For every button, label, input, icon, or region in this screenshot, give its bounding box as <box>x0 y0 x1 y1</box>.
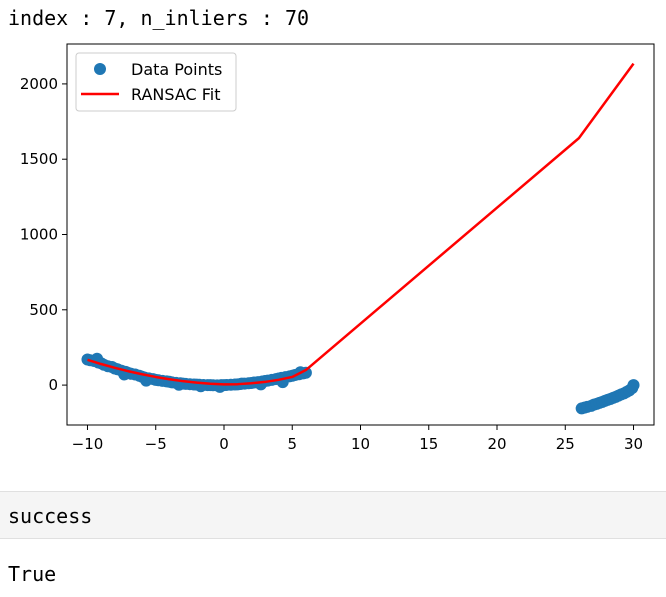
x-tick-label: 25 <box>556 435 575 453</box>
data-point <box>213 380 226 393</box>
y-tick-label: 1500 <box>20 150 58 168</box>
ransac-fit-line <box>87 62 635 386</box>
axes-layer: −10 −5 0 5 10 15 20 25 30 0 500 1000 1500 2000 <box>20 43 655 453</box>
x-tick-label: 30 <box>624 435 643 453</box>
x-tick-label: 10 <box>351 435 370 453</box>
data-point <box>254 378 267 391</box>
stdout-line: index : 7, n_inliers : 70 <box>8 6 310 30</box>
x-tick-label: 5 <box>287 435 297 453</box>
y-tick-label: 500 <box>29 301 58 319</box>
legend-box <box>75 52 237 112</box>
x-tick-label: −5 <box>145 435 167 453</box>
x-tick-label: 0 <box>219 435 229 453</box>
x-tick-label: −10 <box>72 435 104 453</box>
data-point <box>627 379 640 392</box>
chart-canvas: −10 −5 0 5 10 15 20 25 30 0 500 1000 1500 2000 Data P… <box>20 43 655 453</box>
legend-label-data-points: Data Points <box>131 60 222 79</box>
y-tick-label: 1000 <box>20 226 58 244</box>
plot-layer <box>81 62 640 415</box>
data-point <box>140 374 153 387</box>
legend: Data Points RANSAC Fit <box>75 52 237 112</box>
scatter-plot: −10 −5 0 5 10 15 20 25 30 0 500 1000 1500 2000 Data P… <box>0 34 666 464</box>
legend-marker-data-points <box>94 63 106 75</box>
section-label: success <box>8 504 93 528</box>
legend-label-ransac-fit: RANSAC Fit <box>131 85 221 104</box>
x-tick-label: 15 <box>419 435 438 453</box>
y-tick-label: 2000 <box>20 75 58 93</box>
output-section-header: success <box>0 491 666 539</box>
x-tick-label: 20 <box>487 435 506 453</box>
result-value: True <box>8 562 57 586</box>
y-tick-label: 0 <box>48 376 58 394</box>
